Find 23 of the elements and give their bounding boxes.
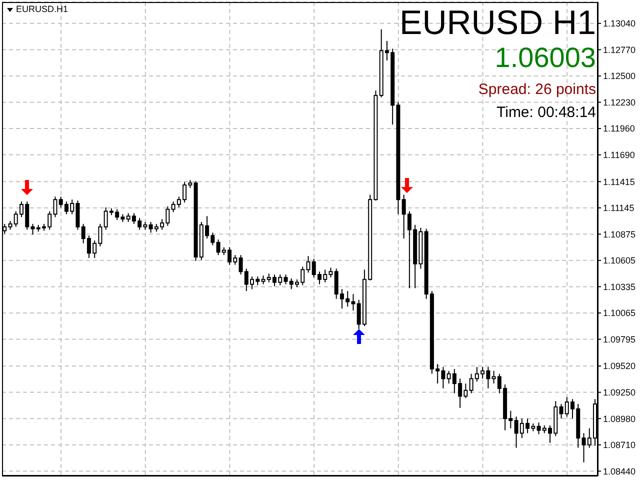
y-tick-label: 1.11415: [603, 176, 635, 187]
y-tick-label: 1.08440: [603, 466, 636, 476]
y-tick-label: 1.11145: [603, 203, 634, 214]
y-tick-label: 1.10335: [603, 282, 636, 292]
annotation: EURUSD H1: [400, 4, 596, 42]
y-tick-label: 1.13040: [603, 18, 636, 29]
y-tick-label: 1.10875: [603, 229, 636, 240]
chart-title: EURUSD.H1: [16, 4, 68, 14]
y-tick-label: 1.10605: [603, 256, 636, 266]
y-tick-label: 1.09795: [603, 334, 636, 344]
annotation: Time: 00:48:14: [496, 104, 596, 121]
y-tick-label: 1.09520: [603, 361, 636, 372]
y-tick-label: 1.08710: [603, 440, 636, 450]
y-tick-label: 1.12770: [603, 44, 636, 55]
annotation: Spread: 26 points: [478, 81, 596, 98]
annotation: 1.06003: [494, 42, 596, 73]
y-tick-label: 1.08980: [603, 414, 636, 424]
y-tick-label: 1.12500: [603, 71, 636, 82]
y-tick-label: 1.12230: [603, 97, 636, 108]
y-tick-label: 1.11690: [603, 150, 635, 160]
y-tick-label: 1.11960: [603, 124, 635, 134]
y-tick-label: 1.09250: [603, 387, 636, 398]
y-tick-label: 1.10065: [603, 308, 636, 318]
